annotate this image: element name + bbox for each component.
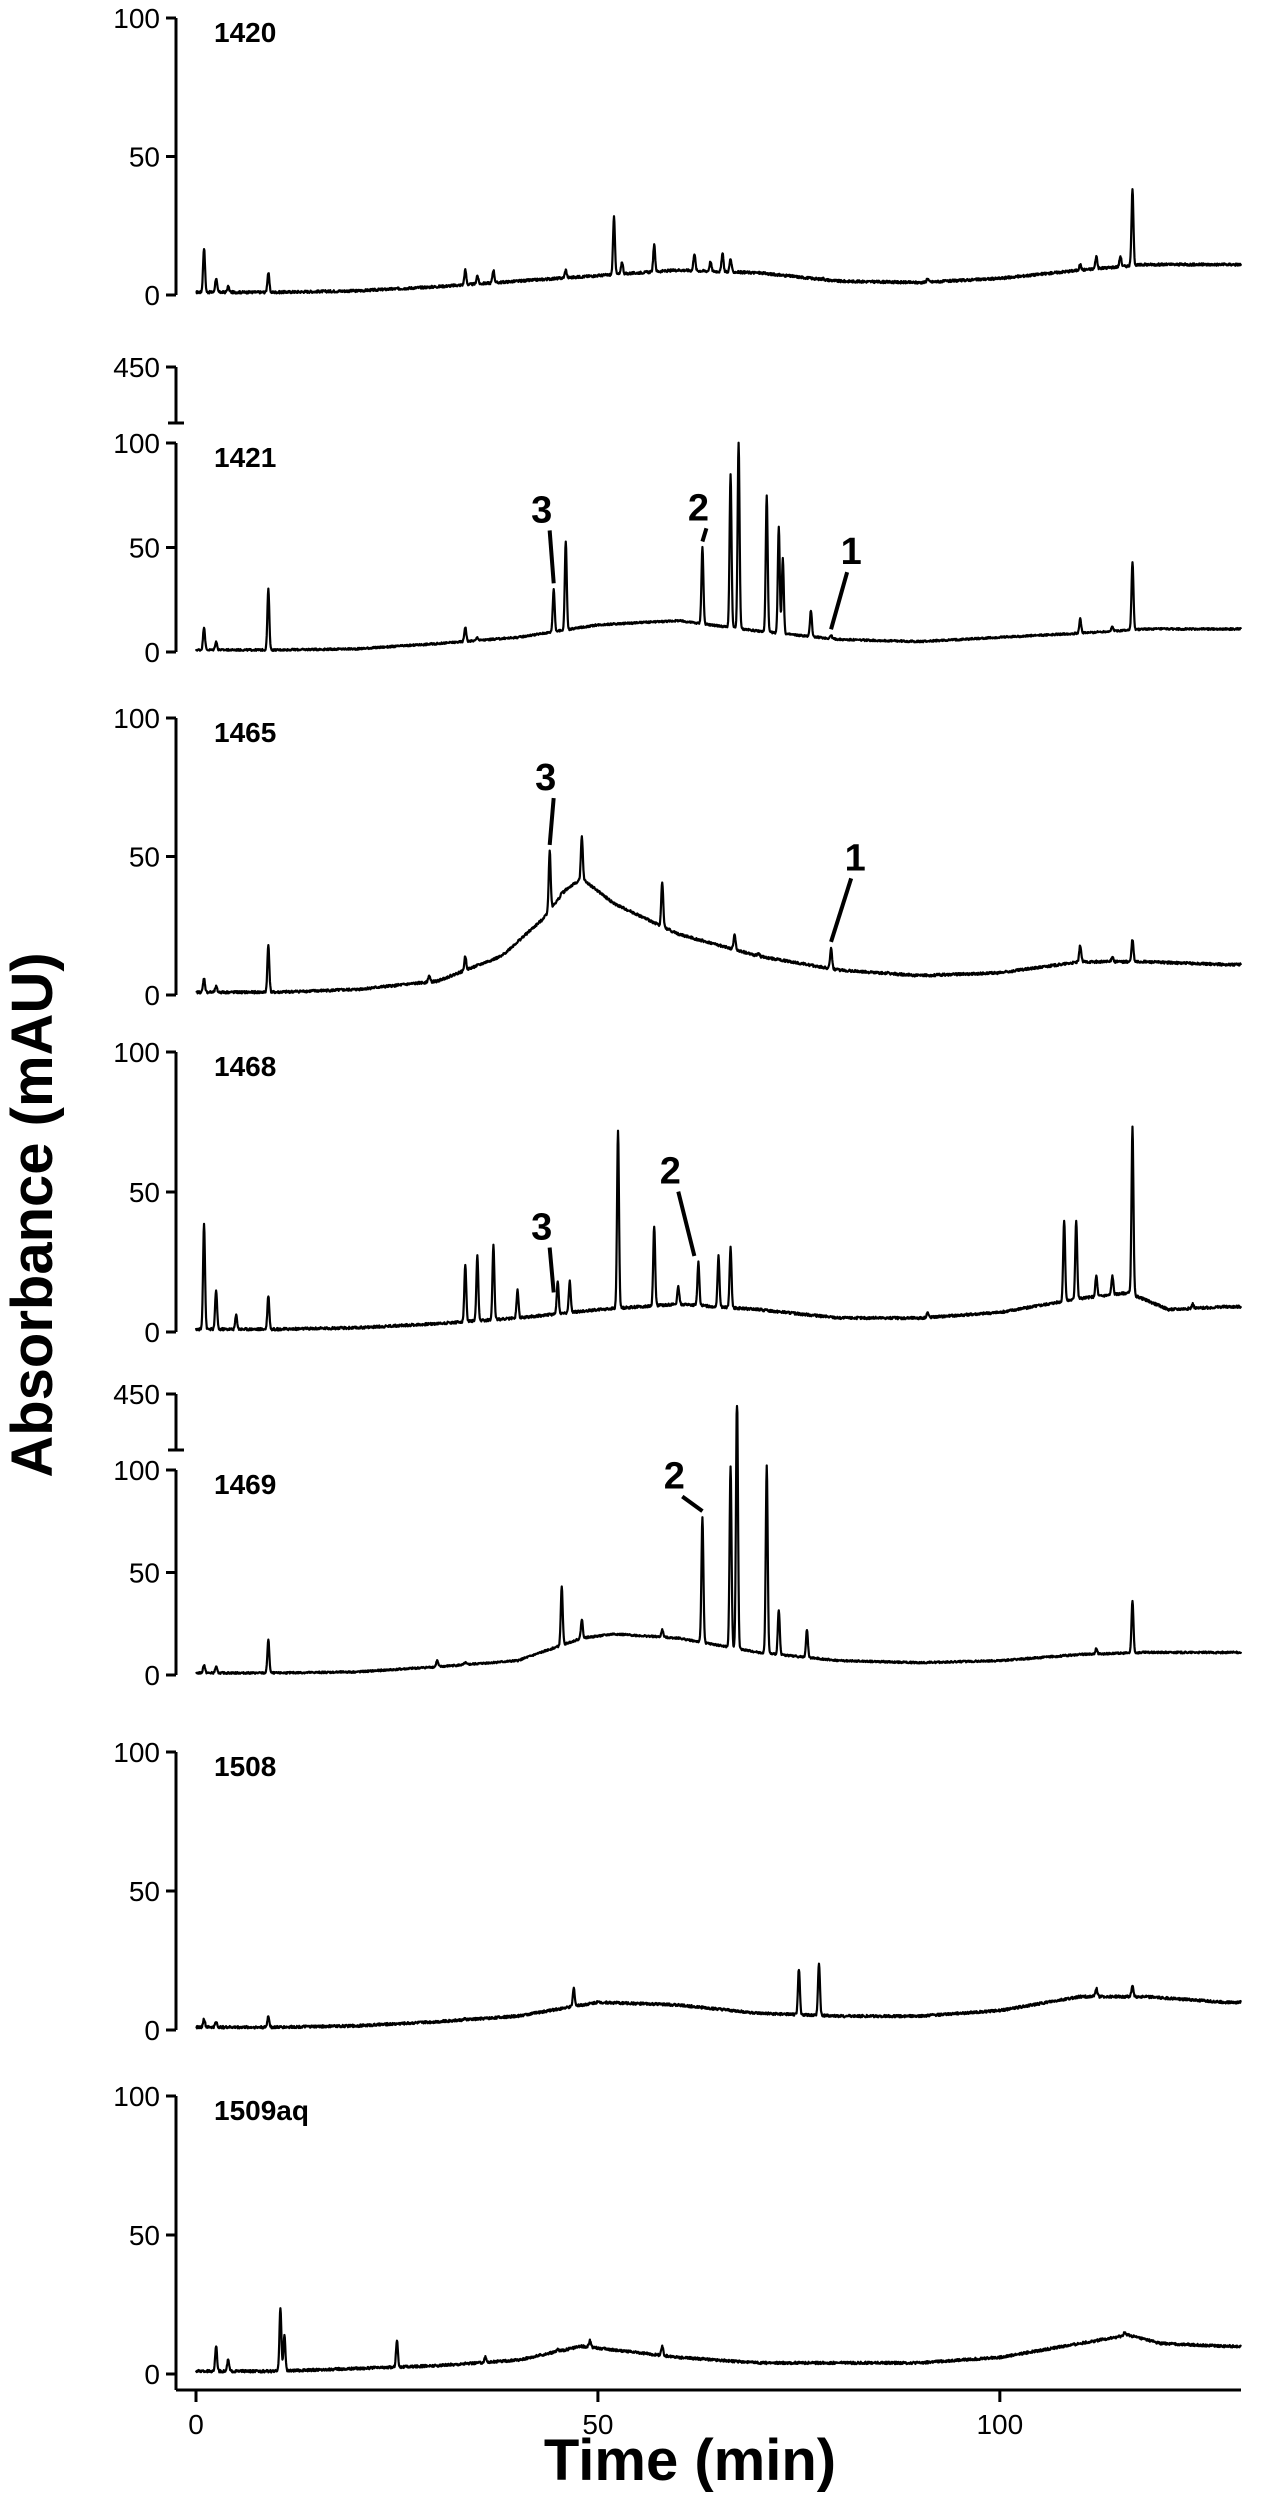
- x-tick-label: 0: [188, 2409, 204, 2440]
- peak-label: 1: [845, 837, 866, 879]
- peak-label: 3: [531, 489, 552, 531]
- trace-1465: [195, 835, 1243, 995]
- panel-1469: 0 50 100 450 1469 2: [113, 1379, 1243, 1691]
- panel-label: 1508: [214, 1751, 276, 1782]
- y-tick-label: 100: [113, 3, 160, 34]
- panel-label: 1509aq: [214, 2095, 309, 2126]
- panel-1508: 0 50 100 1508: [113, 1737, 1242, 2046]
- peak-pointer: [700, 527, 709, 543]
- trace-1508: [195, 1962, 1242, 2030]
- y-tick-label: 50: [129, 2220, 160, 2251]
- peak-label: 1: [841, 531, 862, 573]
- peak-label: 3: [535, 757, 556, 799]
- peak-pointer: [547, 797, 556, 846]
- panel-label: 1421: [214, 442, 276, 473]
- x-axis-title: Time (min): [544, 2428, 836, 2493]
- y-tick-label-break: 450: [113, 352, 160, 383]
- peak-pointer: [676, 1191, 697, 1257]
- panel-1465: 0 50 100 1465 3 1: [113, 703, 1243, 1011]
- peak-pointer: [547, 1247, 556, 1293]
- y-tick-label: 50: [129, 1876, 160, 1907]
- peak-pointer: [681, 1494, 704, 1513]
- y-tick-label: 100: [113, 1737, 160, 1768]
- y-tick-label: 50: [129, 842, 160, 873]
- y-tick-label: 100: [113, 2081, 160, 2112]
- y-tick-label: 100: [113, 428, 160, 459]
- trace-1509aq: [194, 2307, 1242, 2374]
- y-tick-label: 0: [144, 2359, 160, 2390]
- panel-label: 1465: [214, 717, 276, 748]
- y-tick-label: 100: [113, 703, 160, 734]
- x-tick-label: 50: [582, 2409, 613, 2440]
- panel-1509aq: 0 50 100 1509aq: [113, 2081, 1242, 2390]
- trace-1468: [194, 1125, 1243, 1332]
- y-tick-label: 0: [144, 1660, 160, 1691]
- panels-group: 0 50 100 1420 0 50 100 450 1421 3 2 1 0 50 100 1465 3 1 0 5…: [113, 3, 1243, 2390]
- y-tick-label: 0: [144, 1317, 160, 1348]
- peak-pointer: [829, 571, 850, 630]
- y-tick-label: 50: [129, 1558, 160, 1589]
- y-tick-label: 50: [129, 142, 160, 173]
- panel-label: 1468: [214, 1051, 276, 1082]
- panel-label: 1469: [214, 1469, 276, 1500]
- peak-label: 2: [664, 1455, 685, 1497]
- y-tick-label: 50: [129, 533, 160, 564]
- peak-label: 2: [688, 487, 709, 529]
- y-tick-label: 100: [113, 1037, 160, 1068]
- y-tick-label: 0: [144, 2015, 160, 2046]
- trace-1420: [195, 188, 1243, 295]
- peak-label: 2: [660, 1151, 681, 1193]
- trace-1421: [194, 441, 1243, 652]
- y-tick-label: 50: [129, 1177, 160, 1208]
- x-tick-label: 100: [976, 2409, 1023, 2440]
- y-tick-label: 100: [113, 1455, 160, 1486]
- peak-pointer: [547, 530, 556, 584]
- y-axis-title: Absorbance (mAU): [0, 952, 65, 1477]
- panel-1468: 0 50 100 1468 3 2: [113, 1037, 1243, 1348]
- y-tick-label: 0: [144, 280, 160, 311]
- peak-pointer: [829, 877, 854, 943]
- trace-1469: [195, 1404, 1243, 1675]
- y-tick-label-break: 450: [113, 1379, 160, 1410]
- panel-label: 1420: [214, 17, 276, 48]
- panel-1421: 0 50 100 450 1421 3 2 1: [113, 352, 1243, 668]
- peak-label: 3: [531, 1207, 552, 1249]
- y-tick-label: 0: [144, 637, 160, 668]
- y-tick-label: 0: [144, 980, 160, 1011]
- panel-1420: 0 50 100 1420: [113, 3, 1243, 311]
- x-axis: 0 50 100: [174, 2096, 1241, 2440]
